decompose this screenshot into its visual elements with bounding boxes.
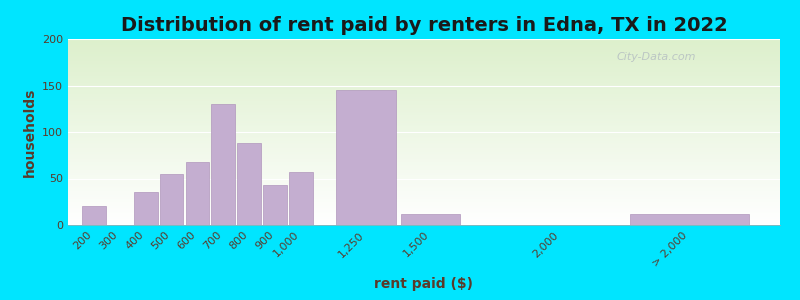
Bar [630, 214, 749, 225]
Bar [211, 104, 235, 225]
Bar [82, 206, 106, 225]
Y-axis label: households: households [22, 87, 37, 177]
Bar [401, 214, 460, 225]
Bar [160, 174, 183, 225]
Bar [336, 90, 395, 225]
Bar [263, 185, 287, 225]
Title: Distribution of rent paid by renters in Edna, TX in 2022: Distribution of rent paid by renters in … [121, 16, 727, 35]
Bar [289, 172, 313, 225]
Bar [134, 193, 158, 225]
Bar [238, 143, 261, 225]
Bar [186, 162, 210, 225]
X-axis label: rent paid ($): rent paid ($) [374, 277, 474, 291]
Text: City-Data.com: City-Data.com [616, 52, 696, 62]
